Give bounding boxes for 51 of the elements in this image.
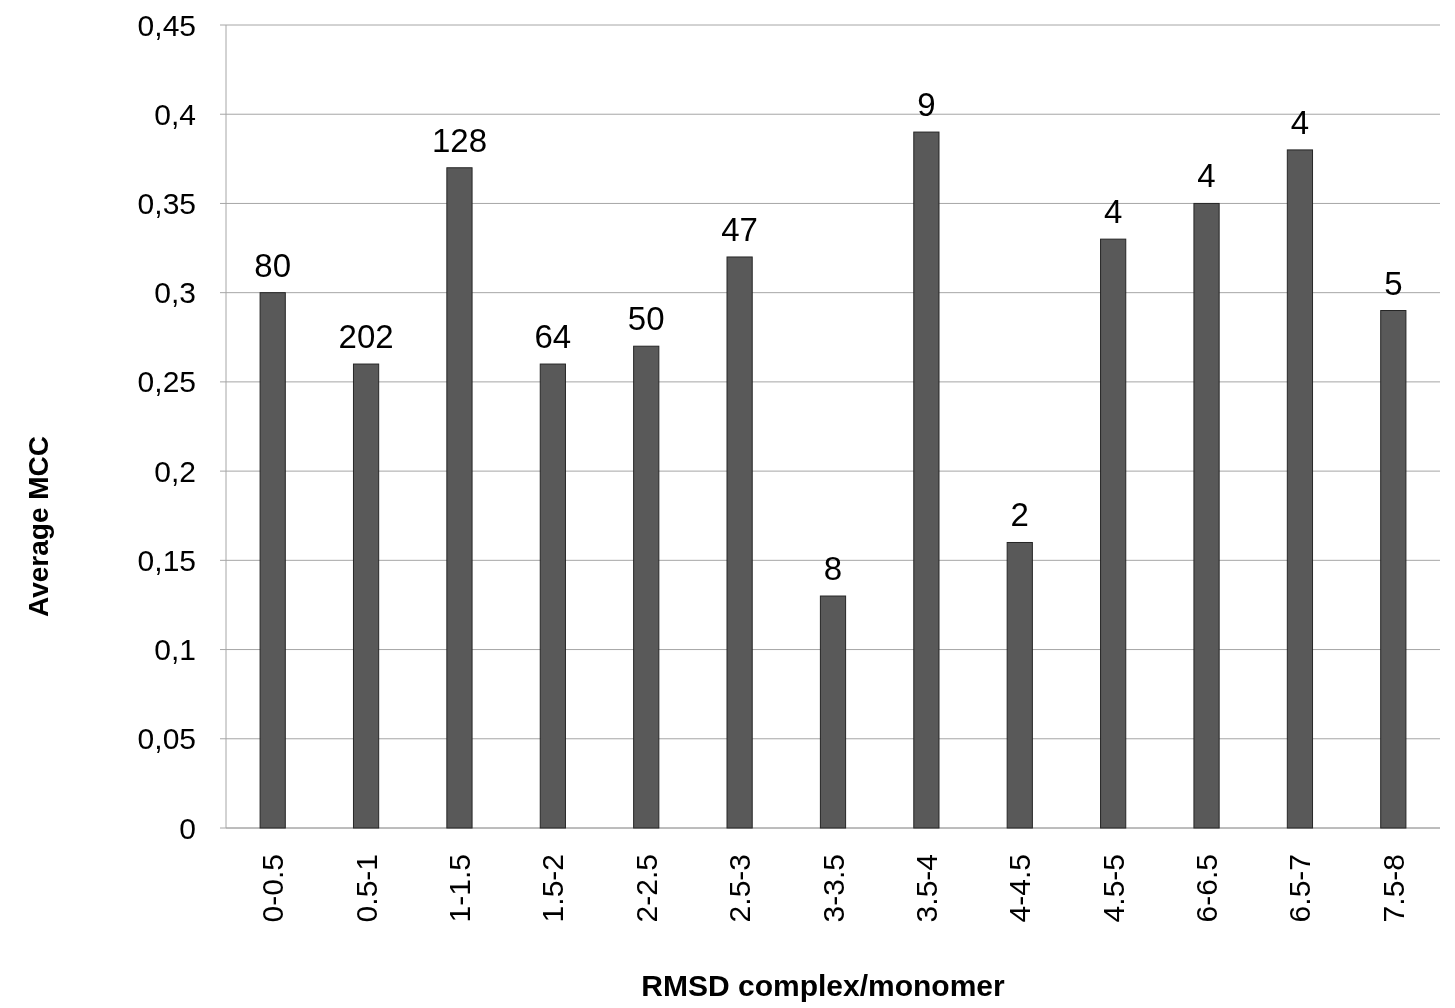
bar xyxy=(726,256,753,829)
annotation: 47 xyxy=(721,210,758,248)
bar xyxy=(913,131,940,829)
y-tick-label: 0,1 xyxy=(154,633,196,667)
x-tick-label: 2.5-3 xyxy=(723,854,757,923)
annotation: 64 xyxy=(534,318,572,356)
annotation: 9 xyxy=(917,86,936,124)
y-tick-label: 0,35 xyxy=(137,186,196,220)
y-axis-title: Average MCC xyxy=(23,435,54,618)
bar xyxy=(1286,149,1314,829)
bar xyxy=(1006,541,1033,829)
bar xyxy=(259,292,286,829)
x-tick-label: 0-0.5 xyxy=(256,854,290,923)
y-tick-label: 0,3 xyxy=(154,276,196,310)
bar xyxy=(819,595,847,829)
y-tick-label: 0,25 xyxy=(137,365,196,399)
x-tick-label: 3.5-4 xyxy=(909,854,943,923)
y-tick-label: 0 xyxy=(179,811,196,845)
annotation: 5 xyxy=(1384,264,1403,302)
annotation: 80 xyxy=(254,246,292,284)
annotation: 4 xyxy=(1197,157,1216,195)
annotation: 4 xyxy=(1290,103,1310,141)
annotation: 202 xyxy=(338,318,394,356)
bar xyxy=(539,363,566,829)
y-tick-label: 0,45 xyxy=(137,8,196,42)
x-tick-label: 4-4.5 xyxy=(1003,854,1037,923)
bar xyxy=(1380,310,1407,829)
x-tick-label: 7.5-8 xyxy=(1376,854,1410,923)
y-tick-label: 0,15 xyxy=(137,543,196,577)
y-tick-label: 0,2 xyxy=(154,454,196,488)
annotation: 50 xyxy=(627,300,665,338)
x-tick-label: 1-1.5 xyxy=(442,854,476,923)
bar xyxy=(633,345,660,829)
bar xyxy=(446,167,473,829)
x-tick-label: 0.5-1 xyxy=(349,854,383,923)
annotation: 4 xyxy=(1103,193,1123,231)
bar xyxy=(1100,238,1127,829)
x-tick-label: 1.5-2 xyxy=(536,854,570,923)
x-tick-label: 6.5-7 xyxy=(1283,854,1317,923)
bar xyxy=(1193,202,1220,829)
annotation: 128 xyxy=(431,121,487,159)
y-tick-label: 0,4 xyxy=(154,97,196,131)
annotation: 8 xyxy=(823,550,843,588)
x-tick-label: 6-6.5 xyxy=(1190,854,1224,923)
bar xyxy=(352,363,380,829)
x-tick-label: 3-3.5 xyxy=(816,854,850,923)
annotation: 2 xyxy=(1010,496,1029,534)
y-tick-label: 0,05 xyxy=(137,722,196,756)
x-axis-title: RMSD complex/monomer xyxy=(641,969,1006,1002)
x-tick-label: 4.5-5 xyxy=(1096,854,1130,923)
x-tick-label: 2-2.5 xyxy=(629,854,663,923)
